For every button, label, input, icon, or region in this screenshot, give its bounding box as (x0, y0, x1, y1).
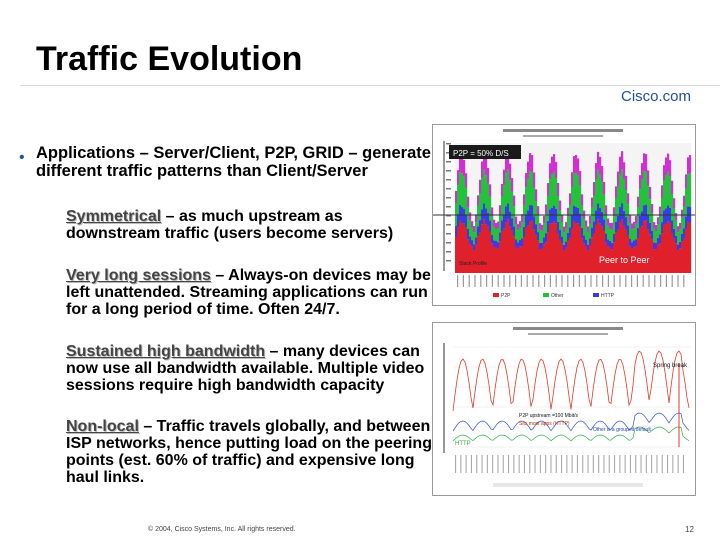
spring-break-traffic-chart-image: Spring break P2P upstream =100 Mbit/s Si… (432, 322, 696, 496)
sub-bullet-text: – Traffic travels globally, and between … (66, 418, 432, 486)
title-divider (20, 85, 720, 86)
annotation-p2p-label: P2P = 50% D/S (453, 149, 509, 158)
line-chart-graphic: Spring break P2P upstream =100 Mbit/s Si… (433, 323, 695, 495)
sub-bullet-long-sessions: Very long sessions – Always-on devices m… (66, 267, 436, 318)
sub-bullet-bandwidth: Sustained high bandwidth – many devices … (66, 343, 436, 394)
annotation-grouped-default: Other is a grouped default (593, 427, 651, 433)
slide-title: Traffic Evolution (36, 40, 303, 78)
legend-http: HTTP (601, 293, 615, 299)
annotation-http: HTTP (455, 441, 471, 447)
sub-bullet-term: Symmetrical (66, 208, 162, 225)
p2p-chart-graphic: P2P = 50% D/S Stack Profile Peer to Peer… (433, 125, 695, 305)
sub-bullet-non-local: Non-local – Traffic travels globally, an… (66, 418, 436, 486)
sub-bullet-term: Sustained high bandwidth (66, 343, 266, 360)
sub-bullet-text: – Always-on devices may be left unattend… (66, 267, 431, 318)
legend-p2p: P2P (501, 293, 511, 299)
p2p-traffic-chart-image: P2P = 50% D/S Stack Profile Peer to Peer… (432, 124, 696, 306)
sub-bullet-text: – many devices can now use all bandwidth… (66, 343, 425, 394)
annotation-spring-break: Spring break (653, 363, 688, 369)
annotation-peer-to-peer: Peer to Peer (599, 255, 650, 265)
svg-text:Stack Profile: Stack Profile (459, 261, 487, 267)
cisco-logo: Cisco.com (621, 88, 692, 105)
footer-copyright: © 2004, Cisco Systems, Inc. All rights r… (148, 526, 296, 533)
main-bullet: Applications – Server/Client, P2P, GRID … (36, 144, 431, 180)
annotation-p2p-upstream: P2P upstream =100 Mbit/s (519, 413, 578, 419)
page-number: 12 (685, 525, 694, 534)
sub-bullet-symmetrical: Symmetrical – as much upstream as downst… (66, 208, 436, 242)
sub-bullet-term: Very long sessions (66, 267, 211, 284)
legend-other: Other (551, 293, 564, 299)
sub-bullet-term: Non-local (66, 418, 139, 435)
sub-bullet-text: – as much upstream as downstream traffic… (66, 208, 394, 242)
bullet-dot-icon: • (19, 149, 25, 166)
annotation-most-apps: Sits most apps (HTTP) (519, 421, 570, 427)
annotation-box-bg (449, 145, 521, 159)
